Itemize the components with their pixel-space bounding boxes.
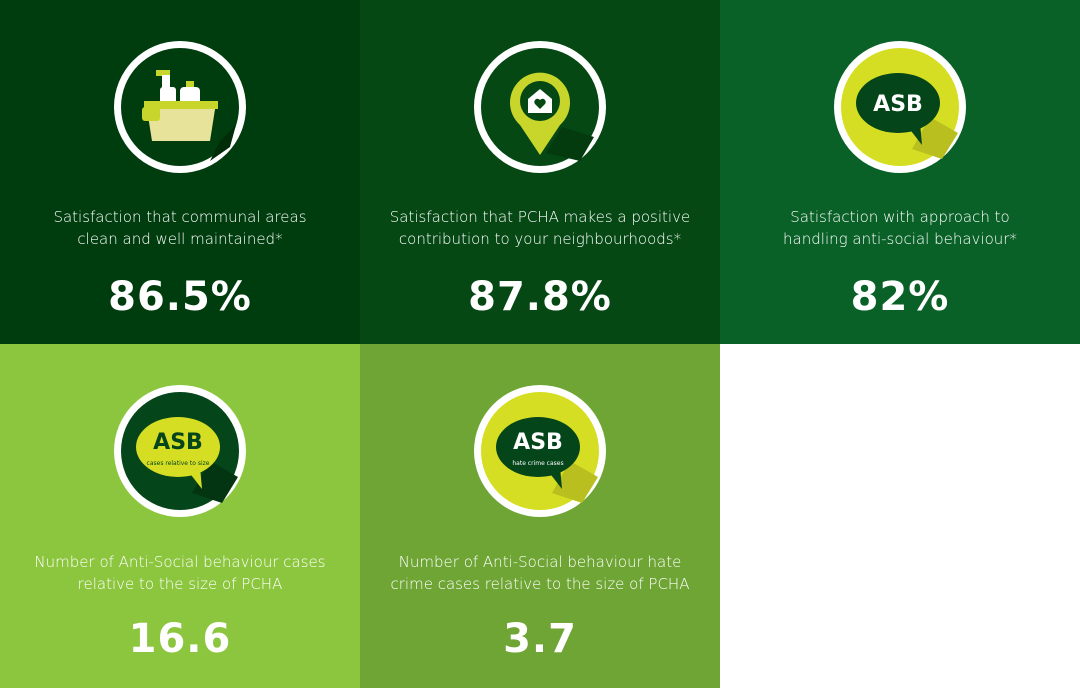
stat-tile: ASB hate crime cases Number of Anti-Soci… [360,344,720,688]
stat-label: Satisfaction that PCHA makes a positive … [360,206,720,250]
asb-icon: ASB cases relative to size [114,385,246,517]
stat-value: 16.6 [128,616,232,662]
empty-tile [720,344,1080,688]
label-line: Satisfaction with approach to [790,208,1010,226]
stat-label: Satisfaction that communal areas clean a… [0,206,360,250]
icon-caption: cases relative to size [147,460,210,467]
label-line: Satisfaction that PCHA makes a positive [389,208,691,226]
location-icon [474,41,606,173]
icon-text: ASB [153,430,203,455]
icon-caption: hate crime cases [512,460,563,467]
label-line: Number of Anti-Social behaviour hate [398,553,682,571]
label-line: crime cases relative to the size of PCHA [390,575,690,593]
stat-value: 86.5% [108,274,252,320]
stat-tile: ASB Satisfaction with approach to handli… [720,0,1080,344]
icon-text: ASB [513,430,563,455]
stat-value: 87.8% [468,274,612,320]
stat-label: Satisfaction with approach to handling a… [720,206,1080,250]
stat-tile: Satisfaction that communal areas clean a… [0,0,360,344]
stat-tile: ASB cases relative to size Number of Ant… [0,344,360,688]
stat-value: 3.7 [503,616,577,662]
label-line: Satisfaction that communal areas [53,208,307,226]
stat-label: Number of Anti-Social behaviour hate cri… [360,551,720,595]
stat-label: Number of Anti-Social behaviour cases re… [0,551,360,595]
label-line: handling anti-social behaviour* [783,230,1017,248]
asb-icon: ASB hate crime cases [474,385,606,517]
label-line: clean and well maintained* [77,230,283,248]
label-line: contribution to your neighbourhoods* [398,230,682,248]
icon-text: ASB [873,92,923,117]
label-line: relative to the size of PCHA [77,575,283,593]
stat-tile: Satisfaction that PCHA makes a positive … [360,0,720,344]
label-line: Number of Anti-Social behaviour cases [34,553,326,571]
cleaning-icon [114,41,246,173]
stat-value: 82% [850,274,950,320]
asb-icon: ASB [834,41,966,173]
